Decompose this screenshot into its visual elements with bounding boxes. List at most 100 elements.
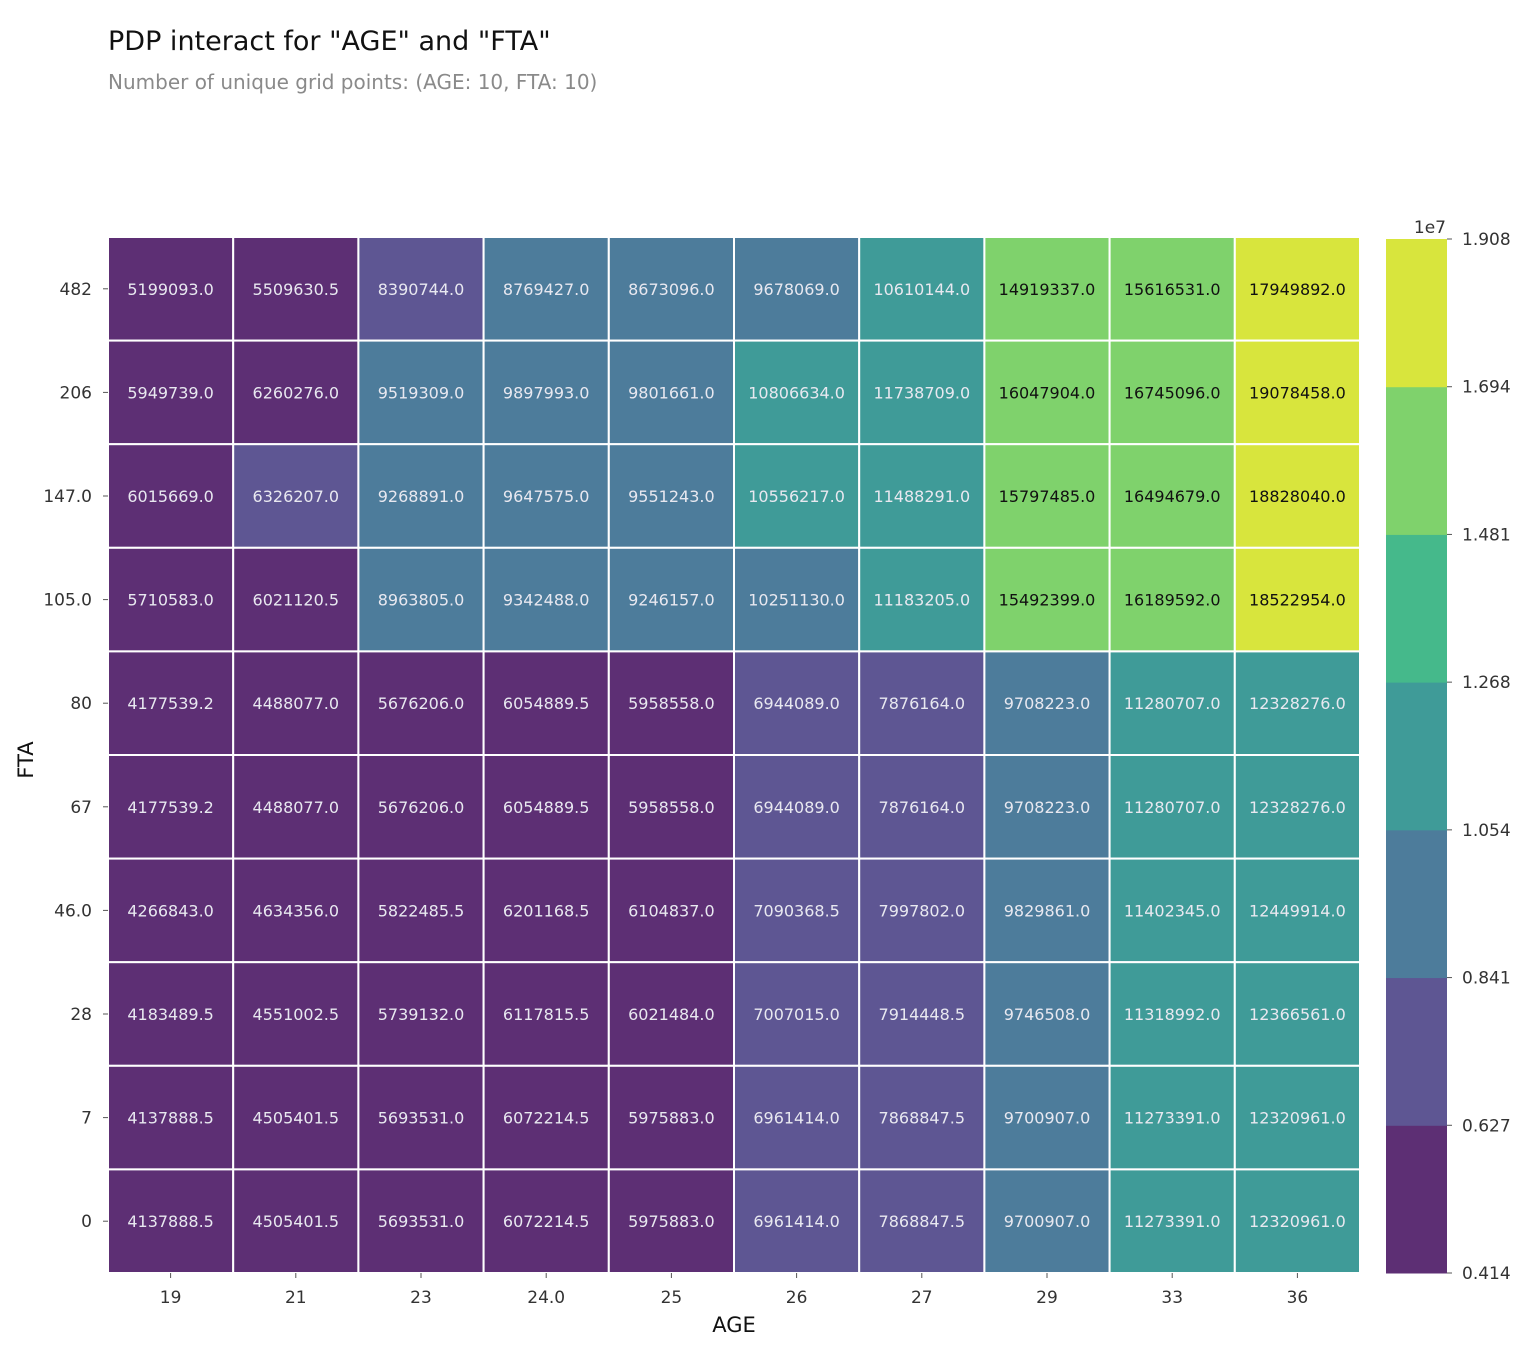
cell-value-label: 16047904.0 bbox=[999, 383, 1096, 402]
heatmap-cell bbox=[1108, 650, 1236, 757]
colorbar-tick-label: 1.908 bbox=[1462, 230, 1511, 250]
heatmap-cell bbox=[858, 546, 986, 653]
cell-value-label: 8769427.0 bbox=[503, 280, 590, 299]
cell-value-label: 4488077.0 bbox=[253, 694, 340, 713]
cell-value-label: 6021120.5 bbox=[253, 591, 340, 610]
y-axis-label: FTA bbox=[14, 741, 38, 779]
y-tick-label: 0 bbox=[81, 1212, 92, 1232]
cell-value-label: 5975883.0 bbox=[628, 1109, 715, 1128]
cell-value-label: 9342488.0 bbox=[503, 591, 590, 610]
heatmap-cell bbox=[607, 754, 735, 860]
heatmap-cell bbox=[983, 857, 1111, 964]
heatmap-cell bbox=[357, 1168, 485, 1275]
y-tick-label: 67 bbox=[70, 798, 92, 818]
cell-value-label: 5958558.0 bbox=[628, 694, 715, 713]
heatmap-cell bbox=[1233, 754, 1362, 860]
heatmap-cell bbox=[232, 857, 360, 964]
heatmap-cell bbox=[232, 650, 360, 757]
cell-value-label: 6326207.0 bbox=[253, 487, 340, 506]
cell-value-label: 6961414.0 bbox=[753, 1212, 840, 1231]
cell-value-label: 12328276.0 bbox=[1249, 798, 1346, 817]
y-tick-label: 28 bbox=[70, 1005, 92, 1025]
colorbar-band bbox=[1386, 1125, 1447, 1274]
colorbar-band bbox=[1386, 829, 1447, 979]
cell-value-label: 11402345.0 bbox=[1124, 901, 1221, 920]
heatmap-cell bbox=[232, 339, 360, 446]
heatmap-cell bbox=[858, 236, 986, 342]
x-axis-ticks: 19 21 23 24.0 25 26 27 29 33 36 bbox=[160, 1273, 1308, 1308]
colorbar-band bbox=[1386, 239, 1447, 388]
cell-value-label: 7914448.5 bbox=[879, 1005, 966, 1024]
heatmap-cell bbox=[107, 857, 235, 964]
cell-value-label: 4266843.0 bbox=[127, 901, 214, 920]
heatmap-cell bbox=[733, 236, 861, 342]
heatmap-cell bbox=[733, 443, 861, 549]
cell-value-label: 10806634.0 bbox=[748, 383, 845, 402]
cell-value-label: 15492399.0 bbox=[999, 591, 1096, 610]
heatmap-cell bbox=[107, 443, 235, 549]
cell-value-label: 9700907.0 bbox=[1004, 1212, 1091, 1231]
colorbar-tick-label: 1.268 bbox=[1462, 673, 1511, 693]
cell-value-label: 5199093.0 bbox=[127, 280, 214, 299]
cell-value-label: 11318992.0 bbox=[1124, 1005, 1221, 1024]
heatmap-cell bbox=[107, 650, 235, 757]
y-tick-label: 206 bbox=[60, 383, 92, 403]
cell-value-label: 4505401.5 bbox=[253, 1212, 340, 1231]
cell-value-label: 4177539.2 bbox=[127, 798, 214, 817]
cell-value-label: 4551002.5 bbox=[253, 1005, 340, 1024]
cell-value-label: 6944089.0 bbox=[753, 798, 840, 817]
heatmap-cells bbox=[107, 236, 1362, 1275]
heatmap-cell bbox=[733, 961, 861, 1067]
heatmap-cell bbox=[1108, 1168, 1236, 1275]
colorbar-tick-label: 1.481 bbox=[1462, 525, 1511, 545]
heatmap-cell bbox=[1233, 857, 1362, 964]
cell-value-label: 4488077.0 bbox=[253, 798, 340, 817]
cell-value-label: 18522954.0 bbox=[1249, 591, 1346, 610]
cell-value-label: 11280707.0 bbox=[1124, 694, 1221, 713]
cell-value-label: 9246157.0 bbox=[628, 591, 715, 610]
x-tick-label: 26 bbox=[786, 1288, 808, 1308]
colorbar-band bbox=[1386, 977, 1447, 1126]
heatmap-cell bbox=[482, 236, 610, 342]
heatmap-cell bbox=[232, 546, 360, 653]
x-tick-label: 21 bbox=[285, 1288, 307, 1308]
x-tick-label: 27 bbox=[911, 1288, 933, 1308]
cell-value-label: 5822485.5 bbox=[378, 901, 465, 920]
heatmap-cell bbox=[357, 546, 485, 653]
cell-value-label: 11273391.0 bbox=[1124, 1109, 1221, 1128]
cell-value-label: 6054889.5 bbox=[503, 694, 590, 713]
x-tick-label: 36 bbox=[1287, 1288, 1309, 1308]
cell-value-label: 6201168.5 bbox=[503, 901, 590, 920]
heatmap-cell bbox=[858, 443, 986, 549]
heatmap-cell bbox=[983, 1064, 1111, 1171]
cell-value-label: 5676206.0 bbox=[378, 694, 465, 713]
cell-value-label: 9551243.0 bbox=[628, 487, 715, 506]
heatmap-cell bbox=[983, 339, 1111, 446]
heatmap-cell bbox=[733, 1168, 861, 1275]
colorbar: 1.908 1.694 1.481 1.268 1.054 0.841 0.627 0.414 bbox=[1386, 230, 1511, 1284]
heatmap-cell bbox=[983, 443, 1111, 549]
heatmap-cell bbox=[482, 1064, 610, 1171]
heatmap-cell bbox=[607, 236, 735, 342]
heatmap-cell bbox=[607, 546, 735, 653]
colorbar-tick-label: 1.054 bbox=[1462, 821, 1511, 841]
cell-value-label: 6944089.0 bbox=[753, 694, 840, 713]
colorbar-band bbox=[1386, 534, 1447, 683]
heatmap-cell bbox=[858, 339, 986, 446]
chart-title: PDP interact for "AGE" and "FTA" bbox=[108, 26, 551, 57]
cell-value-label: 16745096.0 bbox=[1124, 383, 1221, 402]
heatmap-cell bbox=[983, 236, 1111, 342]
cell-value-label: 6072214.5 bbox=[503, 1212, 590, 1231]
heatmap-cell bbox=[482, 754, 610, 860]
colorbar-band bbox=[1386, 386, 1447, 535]
heatmap-cell bbox=[1233, 236, 1362, 342]
cell-value-label: 7868847.5 bbox=[879, 1212, 966, 1231]
cell-value-label: 6961414.0 bbox=[753, 1109, 840, 1128]
cell-value-label: 6260276.0 bbox=[253, 383, 340, 402]
x-tick-label: 33 bbox=[1161, 1288, 1183, 1308]
colorbar-tick-label: 0.841 bbox=[1462, 969, 1511, 989]
y-tick-label: 147.0 bbox=[43, 487, 92, 507]
cell-value-label: 8963805.0 bbox=[378, 591, 465, 610]
cell-value-label: 15616531.0 bbox=[1124, 280, 1221, 299]
